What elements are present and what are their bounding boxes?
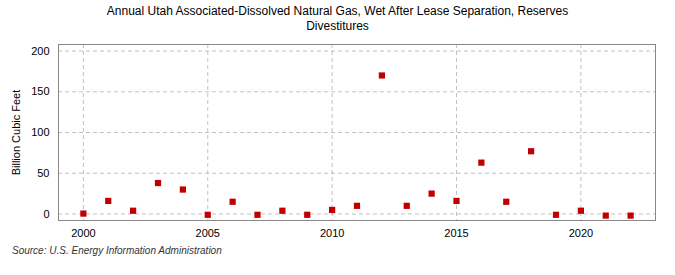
- svg-text:2015: 2015: [444, 227, 468, 239]
- svg-text:150: 150: [31, 85, 49, 97]
- svg-text:50: 50: [37, 167, 49, 179]
- svg-text:2010: 2010: [320, 227, 344, 239]
- svg-text:Billion Cubic Feet: Billion Cubic Feet: [10, 90, 22, 176]
- svg-text:0: 0: [43, 208, 49, 220]
- html-text:Source: U.S. Energy Informatio: Source: U.S. Energy Information Administ…: [12, 245, 222, 256]
- svg-text:2000: 2000: [71, 227, 95, 239]
- svg-text:200: 200: [31, 45, 49, 57]
- svg-text:2005: 2005: [196, 227, 220, 239]
- svg-text:100: 100: [31, 126, 49, 138]
- svg-text:2020: 2020: [569, 227, 593, 239]
- html-text:Annual Utah Associated-Dissolv: Annual Utah Associated-Dissolved Natural…: [106, 4, 569, 33]
